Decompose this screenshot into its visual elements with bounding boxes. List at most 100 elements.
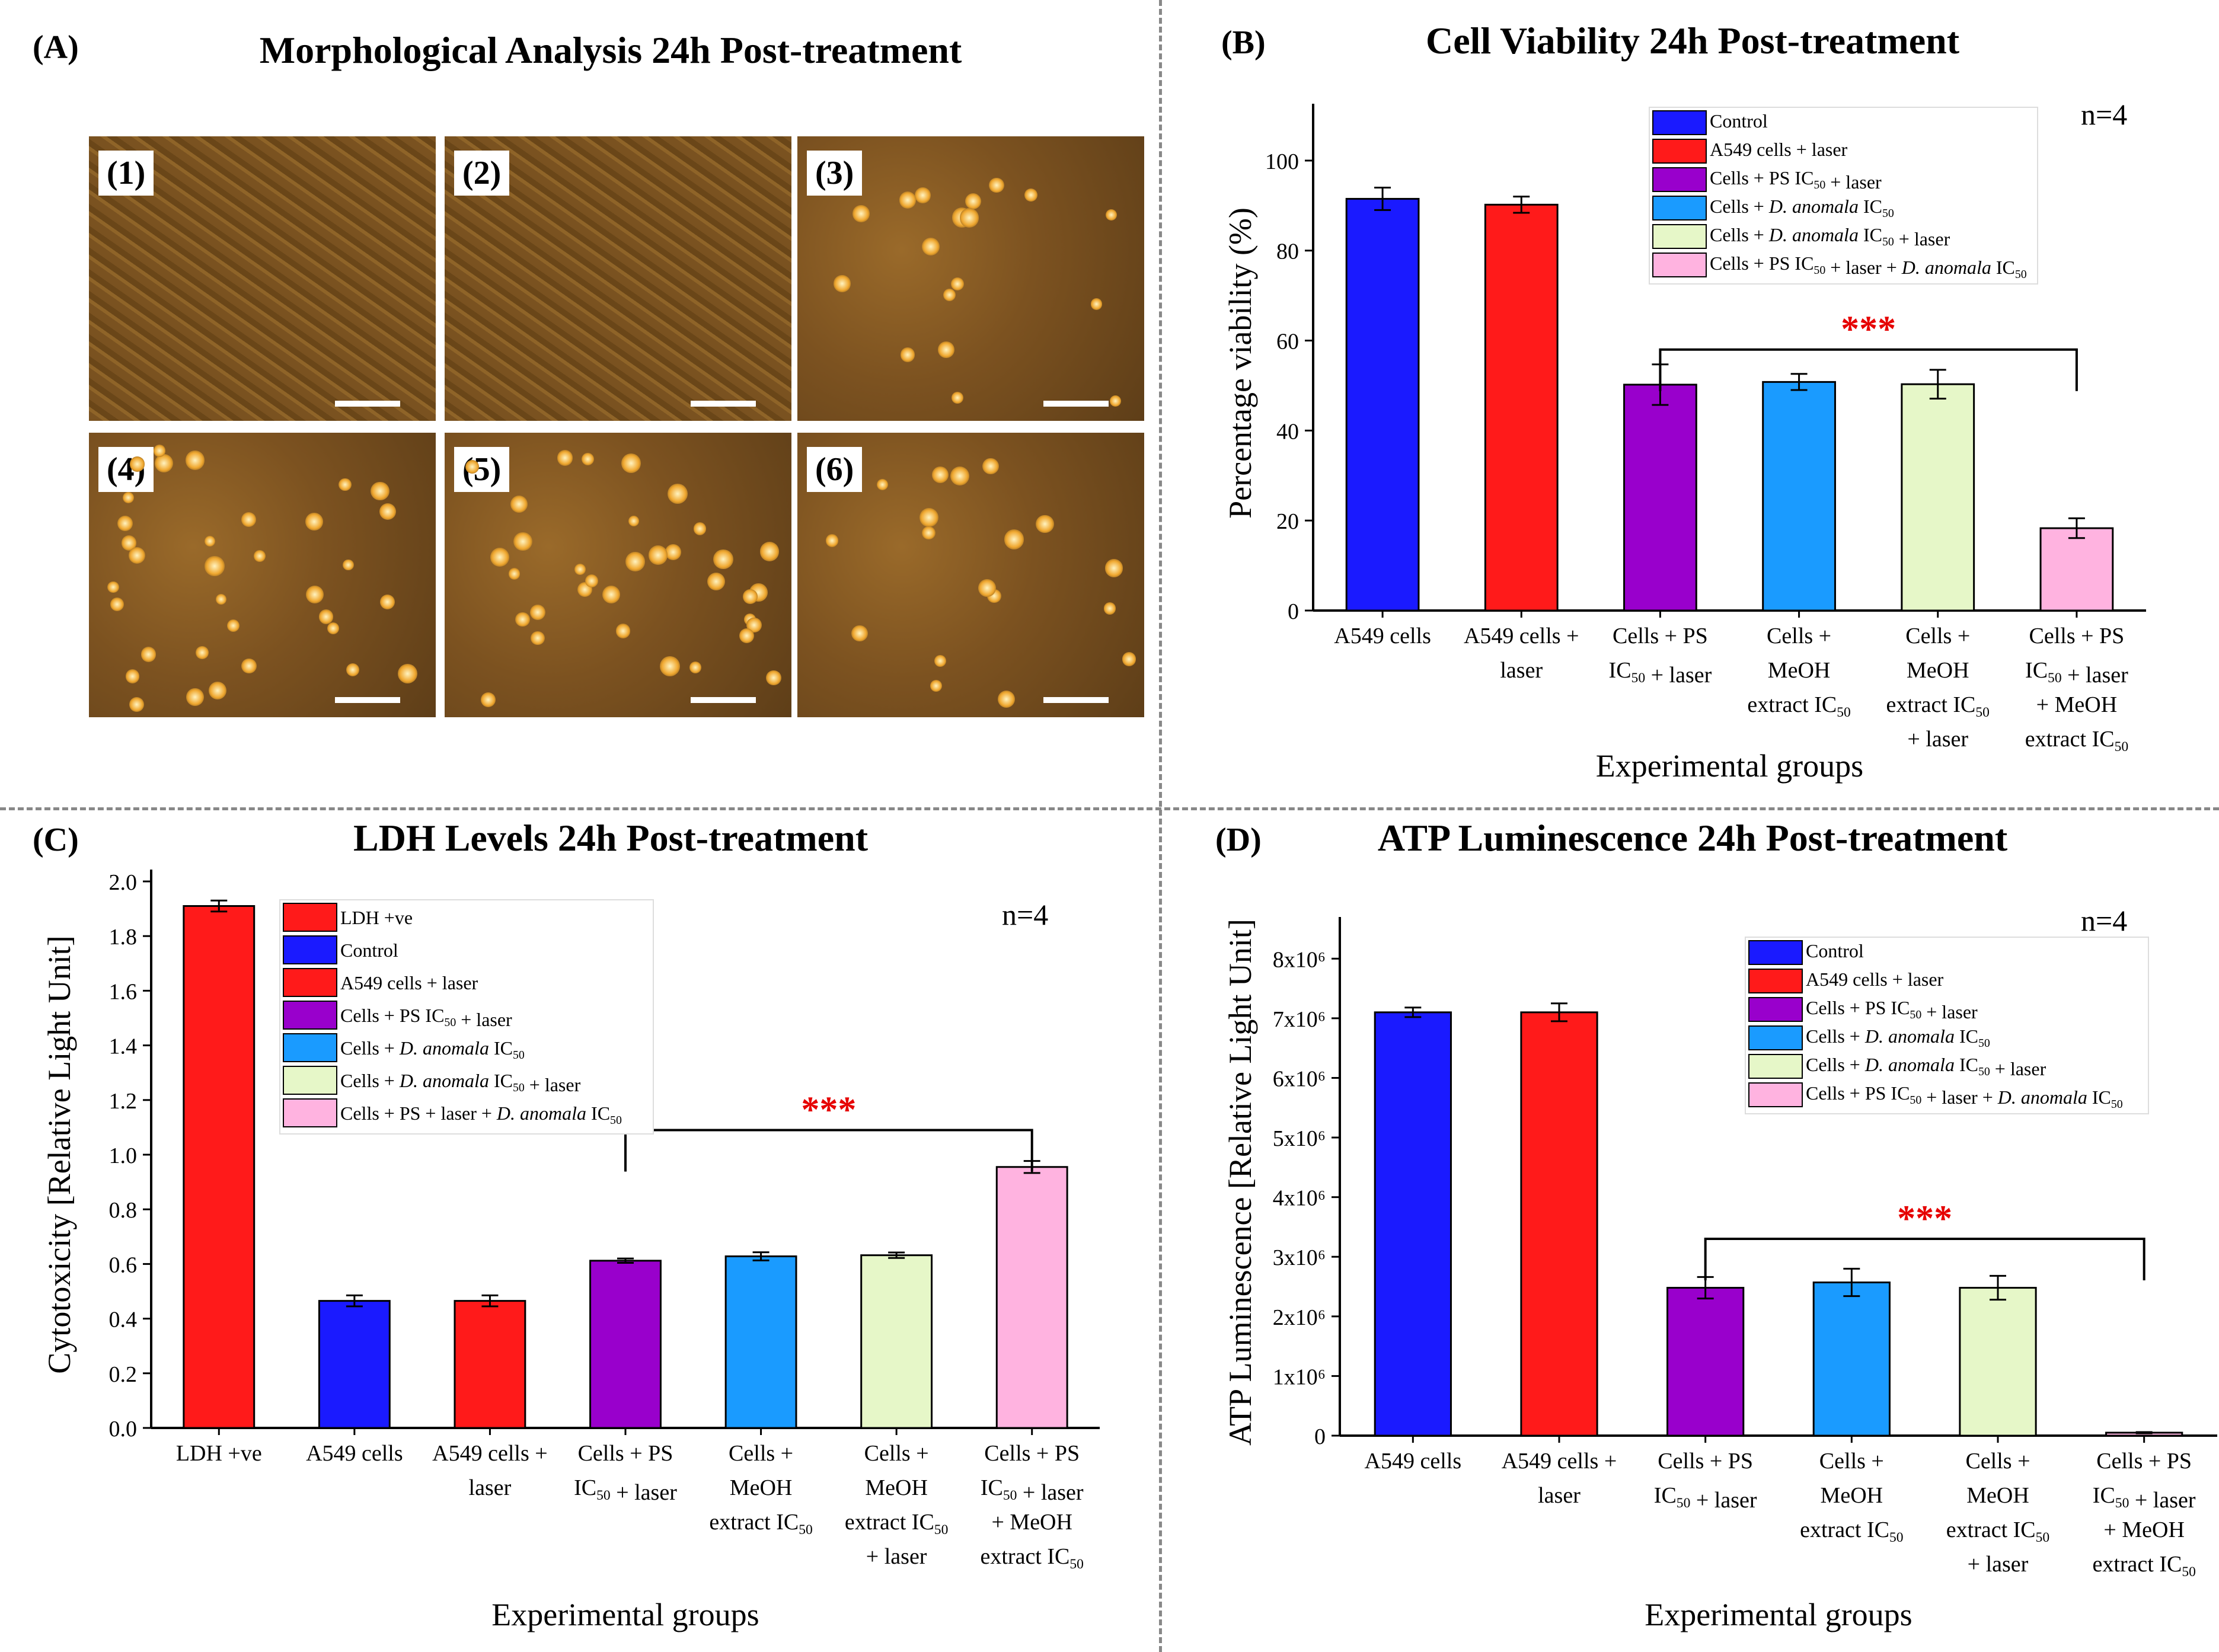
cell-dot: [951, 391, 963, 404]
category-label: MeOH: [1821, 1483, 1883, 1508]
micrograph-label: (4): [98, 447, 154, 492]
micrograph-label: (2): [454, 151, 510, 196]
cell-dot: [602, 585, 621, 603]
cell-dot: [305, 586, 324, 604]
legend: Control A549 cells + laser Cells + PS IC50…: [1745, 937, 2149, 1114]
category-label: Cells + PS: [2029, 624, 2125, 648]
ldh-levels-chart: (C) LDH Levels 24h Post-treatment 0.0 0.2 0.…: [33, 817, 1100, 1632]
legend-box: [1649, 107, 2038, 285]
cell-dot: [621, 453, 641, 474]
legend-swatch: [283, 1098, 337, 1127]
bar: [1762, 381, 1836, 612]
cell-dot: [665, 544, 682, 561]
legend-label: Control: [1806, 940, 1864, 961]
cell-dot: [997, 690, 1016, 708]
legend-label: Control: [1710, 110, 1768, 132]
category-label: Cells + PS: [1658, 1449, 1753, 1474]
cell-dot: [480, 692, 496, 708]
micrograph-6: (6): [797, 433, 1144, 717]
scale-bar: [335, 401, 400, 407]
x-axis-label: Experimental groups: [1645, 1597, 1912, 1632]
chart-title: ATP Luminescence 24h Post-treatment: [1378, 817, 2008, 859]
category-label: extract IC50: [2025, 727, 2128, 755]
category-label: extract IC50: [981, 1544, 1084, 1572]
legend-swatch: [1652, 253, 1707, 277]
scale-bar: [335, 697, 400, 703]
legend-swatch: [283, 968, 337, 997]
cell-dot: [625, 552, 645, 571]
cell-dot: [141, 647, 157, 662]
legend-label: Cells + D. anomala IC50 + laser: [1806, 1054, 2046, 1079]
category-label: MeOH: [730, 1475, 793, 1500]
y-tick-label: 7x10⁶: [1273, 1007, 1326, 1032]
cell-dot: [943, 288, 956, 301]
bar: [2039, 527, 2114, 612]
cell-dot: [759, 542, 780, 561]
scale-bar: [691, 401, 756, 407]
legend-swatch: [1748, 997, 1803, 1022]
bar: [454, 1300, 526, 1429]
cell-dot: [186, 688, 204, 707]
y-tick-label: 4x10⁶: [1273, 1186, 1326, 1211]
sample-size-label: n=4: [2081, 98, 2127, 131]
y-tick-label: 0.4: [109, 1308, 138, 1333]
category-label: Cells + PS: [984, 1441, 1080, 1466]
cell-dot: [318, 609, 334, 624]
category-label: + MeOH: [991, 1510, 1072, 1535]
cell-dot: [128, 547, 145, 564]
legend-label: Cells + PS IC50 + laser: [1806, 997, 1978, 1022]
y-axis-label: ATP Luminescence [Relative Light Unit]: [1222, 919, 1258, 1446]
bar: [724, 1255, 797, 1429]
cell-dot: [185, 450, 205, 470]
y-tick-label: 1.8: [109, 925, 138, 950]
chart-title: Cell Viability 24h Post-treatment: [1426, 20, 1960, 62]
cell-dot: [667, 484, 688, 504]
category-label: Cells +: [864, 1441, 929, 1466]
cell-dot: [707, 572, 725, 590]
y-tick-label: 100: [1265, 149, 1299, 174]
micrograph-label: (5): [454, 447, 510, 492]
cell-dot: [1122, 652, 1136, 666]
significance-stars: ***: [1897, 1199, 1952, 1239]
cell-dot: [125, 669, 140, 683]
category-label: MeOH: [1768, 658, 1831, 683]
category-label: IC50 + laser: [1609, 658, 1712, 688]
cell-dot: [1110, 395, 1121, 407]
category-label: laser: [1500, 658, 1543, 683]
micrograph-5: (5): [445, 433, 791, 717]
sample-size-label: n=4: [1002, 898, 1048, 931]
legend-swatch: [1652, 139, 1707, 164]
panel-divider-horizontal: [0, 807, 2219, 810]
cell-dot: [960, 208, 979, 228]
panel-c-letter: (C): [33, 822, 79, 858]
category-label: A549 cells: [1334, 624, 1431, 648]
category-label: Cells +: [729, 1441, 793, 1466]
cell-dot: [205, 556, 225, 576]
legend: Control A549 cells + laser Cells + PS IC50…: [1649, 107, 2038, 285]
legend-box: [1745, 937, 2149, 1114]
y-tick-label: 1.4: [109, 1034, 138, 1059]
y-tick-label: 8x10⁶: [1273, 947, 1326, 972]
bar: [1484, 203, 1559, 612]
cell-dot: [513, 532, 532, 551]
cell-dot: [107, 581, 119, 593]
cell-dot: [585, 574, 599, 588]
legend-label: Cells + PS + laser + D. anomala IC50: [340, 1103, 622, 1127]
category-label: extract IC50: [845, 1510, 948, 1538]
cell-dot: [713, 549, 733, 570]
cell-dot: [876, 478, 889, 490]
panel-d-letter: (D): [1215, 822, 1262, 858]
cell-dot: [659, 656, 680, 676]
cell-dot: [254, 550, 266, 563]
legend-swatch: [1748, 940, 1803, 965]
micrograph-grid: (1) (2) (3) (4) (5) (6): [89, 136, 1150, 717]
cell-dot: [951, 277, 965, 290]
cell-dot: [241, 658, 257, 674]
cell-dot: [339, 478, 352, 491]
panel-divider-vertical: [1159, 0, 1162, 1652]
x-axis-label: Experimental groups: [491, 1597, 759, 1632]
legend-swatch: [283, 1001, 337, 1030]
legend-label: Cells + D. anomala IC50: [1806, 1025, 1990, 1050]
cell-dot: [155, 454, 174, 473]
atp-luminescence-chart: (D) ATP Luminescence 24h Post-treatment 0 1…: [1215, 817, 2217, 1632]
